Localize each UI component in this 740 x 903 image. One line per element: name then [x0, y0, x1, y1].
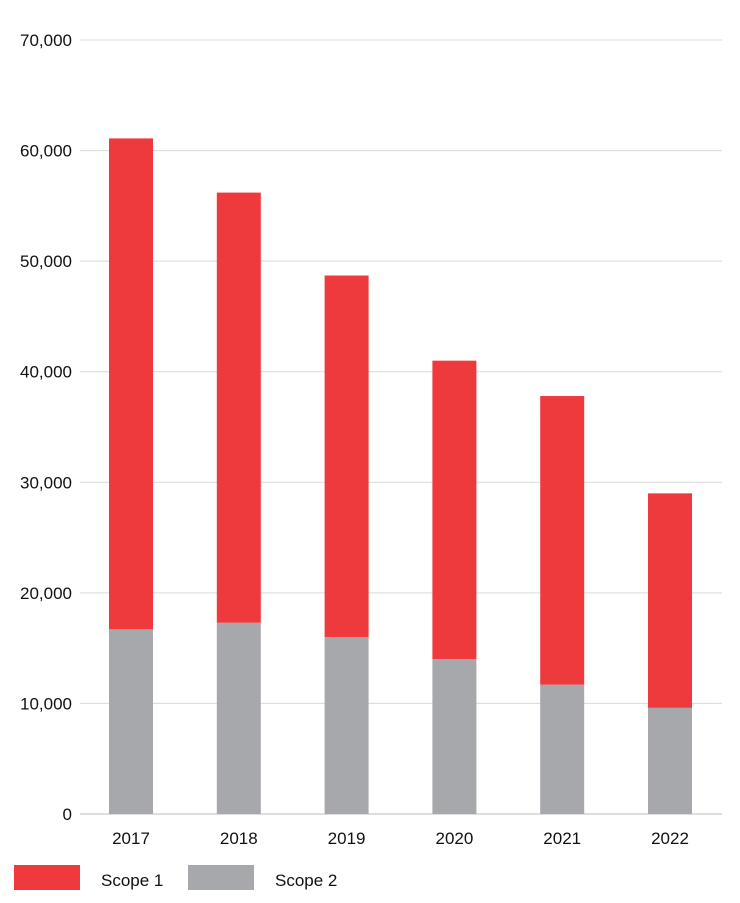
bar-segment-scope-2-2019: [324, 637, 369, 814]
x-tick-label: 2020: [435, 829, 473, 848]
bar-segment-scope-1-2021: [540, 396, 585, 685]
legend-label-scope-2: Scope 2: [275, 871, 337, 890]
bars: [109, 138, 692, 814]
bar-segment-scope-2-2020: [432, 659, 477, 814]
legend-swatch-scope-1: [14, 865, 80, 890]
bar-segment-scope-1-2019: [324, 275, 369, 638]
y-axis-tick-labels: 0 10,000 20,000 30,000 40,000 50,000 60,000 70,…: [20, 31, 72, 824]
bar-segment-scope-1-2018: [216, 192, 261, 623]
gridlines: [80, 39, 722, 815]
x-tick-label: 2018: [220, 829, 258, 848]
bar-segment-scope-1-2022: [648, 493, 692, 708]
y-tick-label: 70,000: [20, 31, 72, 50]
y-tick-label: 10,000: [20, 694, 72, 713]
y-tick-label: 0: [63, 805, 72, 824]
bar-segment-scope-2-2021: [540, 684, 585, 814]
x-tick-label: 2021: [543, 829, 581, 848]
y-tick-label: 50,000: [20, 252, 72, 271]
bar-segment-scope-1-2020: [432, 360, 477, 660]
y-tick-label: 40,000: [20, 363, 72, 382]
bar-segment-scope-2-2018: [216, 622, 261, 814]
bar-segment-scope-2-2022: [648, 707, 692, 814]
legend: Scope 1 Scope 2: [14, 865, 337, 890]
x-axis-tick-labels: 2017 2018 2019 2020 2021 2022: [112, 829, 689, 848]
x-tick-label: 2017: [112, 829, 150, 848]
legend-swatch-scope-2: [188, 865, 254, 890]
x-tick-label: 2022: [651, 829, 689, 848]
x-tick-label: 2019: [328, 829, 366, 848]
bar-segment-scope-2-2017: [109, 629, 153, 814]
y-tick-label: 60,000: [20, 142, 72, 161]
y-tick-label: 30,000: [20, 473, 72, 492]
legend-label-scope-1: Scope 1: [101, 871, 163, 890]
y-tick-label: 20,000: [20, 584, 72, 603]
bar-segment-scope-1-2017: [109, 138, 153, 630]
